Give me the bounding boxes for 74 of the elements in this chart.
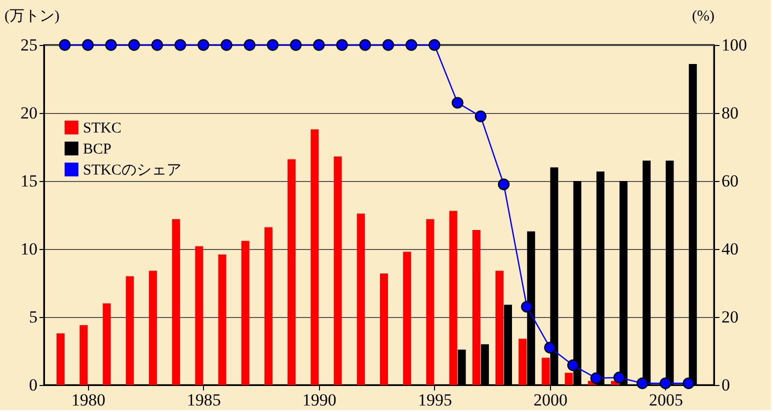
x-tick-label: 1985 (186, 390, 221, 410)
bar (403, 252, 412, 385)
legend-label: STKCのシェア (83, 162, 182, 178)
bar (264, 227, 272, 385)
bar (518, 338, 527, 385)
point (313, 39, 325, 51)
bar (102, 303, 111, 385)
bar (564, 372, 573, 385)
x-tick-label: 1980 (71, 390, 106, 410)
y2-tick-label: 100 (722, 36, 747, 54)
legend-label: STKC (83, 120, 122, 136)
bar (195, 246, 204, 385)
bar (288, 159, 296, 385)
bar (241, 240, 250, 385)
bar (56, 333, 65, 385)
point (498, 178, 510, 190)
y-tick-label: 20 (20, 104, 38, 122)
y2-tick-label: 80 (722, 104, 738, 122)
point (406, 39, 418, 51)
point (151, 39, 164, 51)
x-tick-label: 1995 (418, 390, 452, 410)
bar (472, 230, 480, 385)
point (521, 300, 533, 313)
point (105, 39, 117, 51)
point (359, 39, 371, 51)
point (198, 39, 210, 51)
point (220, 39, 232, 51)
point (336, 39, 348, 51)
y-tick-label: 0 (29, 376, 38, 394)
point (590, 372, 602, 384)
y2-tick-label: 20 (722, 308, 738, 326)
point (244, 39, 256, 51)
y2-axis-title: (%) (692, 8, 714, 24)
point (428, 39, 440, 51)
point (660, 377, 672, 390)
bar (218, 254, 226, 385)
bar (126, 276, 134, 385)
bar (449, 210, 458, 385)
bar (356, 214, 365, 385)
x-tick-label: 1990 (302, 390, 336, 410)
y2-tick-label: 0 (722, 376, 730, 394)
y2-tick-label: 40 (722, 240, 738, 258)
x-tick-label: 2005 (648, 390, 683, 410)
point (682, 377, 694, 390)
bar (172, 219, 180, 385)
point (544, 342, 556, 354)
point (290, 39, 302, 51)
bar (426, 219, 434, 385)
point (474, 110, 486, 122)
bar (310, 129, 319, 385)
point (174, 39, 186, 51)
point (382, 39, 394, 51)
legend-label: BCP (83, 142, 112, 158)
y-tick-label: 15 (20, 172, 38, 190)
point (636, 377, 648, 390)
point (82, 39, 94, 51)
y-axis-title: (万トン) (4, 8, 60, 24)
point (58, 39, 71, 51)
bar (148, 270, 157, 385)
point (266, 39, 279, 51)
bar (380, 273, 388, 385)
point (452, 96, 464, 109)
y2-tick-label: 60 (722, 172, 738, 190)
y-tick-label: 5 (29, 308, 38, 326)
bar (496, 270, 504, 385)
bar (80, 325, 88, 385)
bar (334, 156, 342, 385)
point (613, 372, 626, 384)
bar (542, 358, 550, 385)
y-tick-label: 25 (20, 36, 38, 54)
point (128, 39, 140, 51)
x-tick-label: 2000 (533, 390, 568, 410)
point (567, 359, 579, 372)
y-tick-label: 10 (20, 240, 38, 258)
